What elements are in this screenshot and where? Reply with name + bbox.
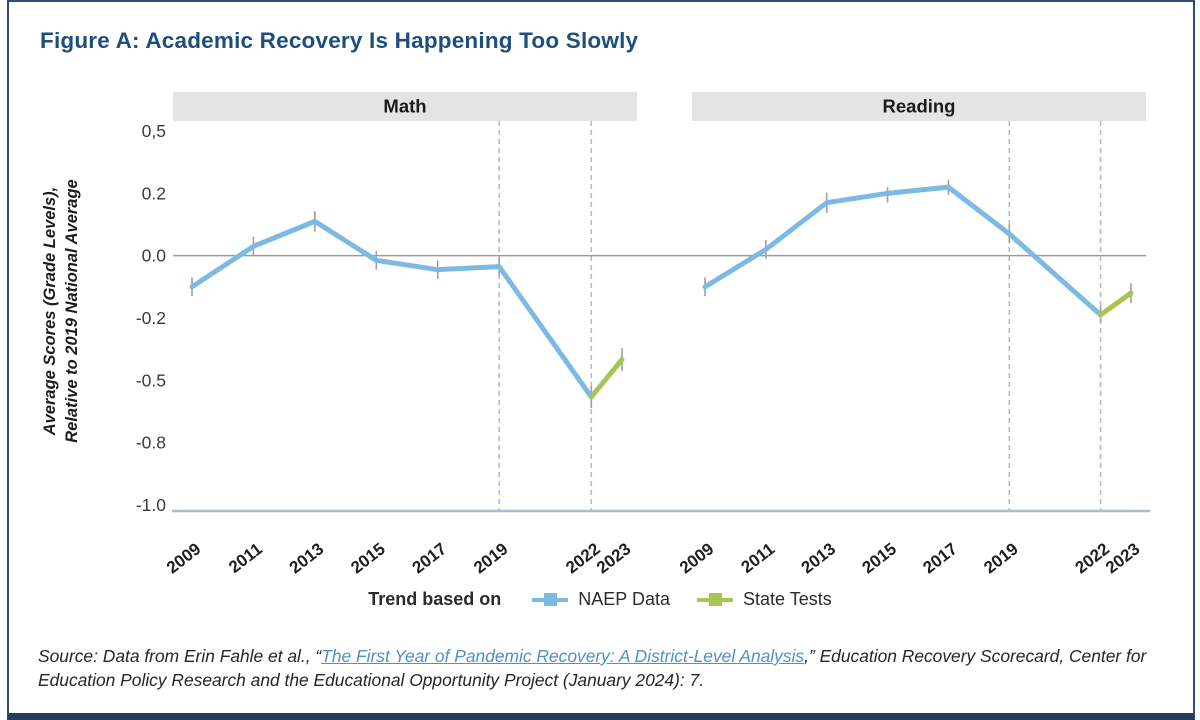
source-link[interactable]: The First Year of Pandemic Recovery: A D…: [321, 646, 805, 666]
svg-text:2017: 2017: [919, 539, 961, 577]
svg-text:2011: 2011: [225, 539, 266, 577]
source-suffix: ,” Education Recovery Scorecard, Center …: [38, 646, 1147, 691]
svg-text:2013: 2013: [286, 539, 328, 577]
svg-text:-0.5: -0.5: [136, 370, 166, 390]
svg-text:Reading: Reading: [883, 96, 956, 117]
svg-text:Math: Math: [383, 96, 426, 117]
source-note: Source: Data from Erin Fahle et al., “Th…: [38, 644, 1170, 692]
state-legend-marker-icon: [697, 593, 734, 607]
svg-text:0.0: 0.0: [142, 246, 167, 266]
svg-text:-0.2: -0.2: [136, 308, 166, 328]
source-prefix: Source: Data from Erin Fahle et al., “: [38, 646, 322, 666]
legend-item-naep: NAEP Data: [532, 589, 670, 610]
naep-legend-marker-icon: [532, 593, 569, 607]
svg-text:2023: 2023: [593, 539, 635, 577]
svg-text:2023: 2023: [1102, 539, 1144, 577]
svg-text:0,5: 0,5: [142, 121, 166, 141]
legend-item-state: State Tests: [697, 589, 832, 610]
svg-text:2017: 2017: [409, 539, 451, 577]
svg-text:-0.8: -0.8: [136, 433, 166, 453]
svg-text:2019: 2019: [470, 539, 512, 577]
svg-text:-1.0: -1.0: [136, 495, 166, 515]
legend-item-naep-label: NAEP Data: [578, 589, 671, 609]
legend: Trend based on NAEP Data State Tests: [0, 589, 1200, 610]
legend-item-state-label: State Tests: [743, 589, 832, 609]
svg-text:2015: 2015: [347, 539, 389, 577]
svg-text:0.2: 0.2: [142, 183, 166, 203]
svg-text:2009: 2009: [163, 539, 205, 577]
figure-title: Figure A: Academic Recovery Is Happening…: [40, 28, 639, 53]
svg-text:2013: 2013: [798, 539, 840, 577]
legend-title: Trend based on: [368, 589, 502, 609]
svg-text:2009: 2009: [676, 539, 718, 577]
svg-text:2019: 2019: [980, 539, 1022, 577]
svg-text:2011: 2011: [738, 539, 779, 577]
svg-text:2015: 2015: [859, 539, 901, 577]
